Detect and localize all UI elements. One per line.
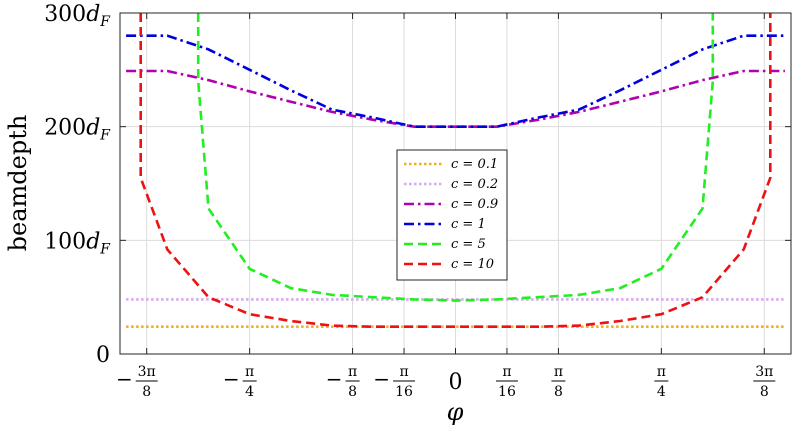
x-tick-text: 0	[449, 370, 463, 395]
x-tick-label: − π 8	[326, 364, 360, 400]
x-tick-denominator: 4	[657, 384, 666, 400]
legend-label: c = 0.2	[451, 177, 498, 192]
y-tick-label: 0	[96, 343, 110, 368]
x-tick-sign: −	[326, 367, 343, 391]
x-tick-numerator: π	[502, 364, 511, 380]
series-line-6	[139, 13, 772, 329]
x-tick-label: − π 4	[223, 364, 257, 400]
x-tick-label: −3π 8	[116, 364, 158, 400]
x-tick-label: π8	[551, 364, 566, 400]
series-line-5	[196, 13, 715, 302]
x-tick-sign: −	[116, 367, 133, 391]
x-tick-denominator: 8	[142, 384, 151, 400]
legend-entry: c = 0.2	[404, 177, 498, 192]
y-tick-label: 100dF	[44, 229, 111, 257]
x-tick-label: π4	[654, 364, 669, 400]
x-tick-denominator: 4	[245, 384, 254, 400]
ticks	[120, 12, 791, 355]
x-tick-denominator: 8	[760, 384, 769, 400]
y-tick-labels: 0 100dF 200dF 300dF	[44, 2, 111, 368]
x-tick-denominator: 8	[554, 384, 563, 400]
x-tick-numerator: 3π	[755, 364, 773, 380]
legend-box	[396, 149, 508, 281]
x-tick-label: 3π8	[753, 364, 776, 400]
x-tick-numerator: π	[554, 364, 563, 380]
x-tick-denominator: 8	[348, 384, 357, 400]
legend-label: c = 0.1	[451, 157, 498, 172]
x-tick-numerator: 3π	[138, 364, 156, 380]
x-tick-label: 0	[449, 370, 463, 395]
legend-label: c = 5	[451, 237, 486, 252]
legend-label: c = 1	[451, 217, 486, 232]
legend-entry: c = 5	[404, 237, 486, 252]
series-line-4	[126, 34, 785, 128]
y-tick-label: 300dF	[44, 2, 111, 30]
x-tick-sign: −	[373, 367, 390, 391]
legend-entry: c = 1	[404, 217, 486, 232]
x-tick-denominator: 16	[498, 384, 516, 400]
series-layer	[126, 13, 785, 329]
x-tick-numerator: π	[245, 364, 254, 380]
x-axis-label: φ	[447, 398, 464, 426]
x-tick-label: π 16	[495, 364, 518, 400]
series-line-3	[126, 69, 785, 128]
y-tick-label: 200dF	[44, 116, 111, 144]
y-axis-label: beamdepth	[4, 115, 32, 252]
x-tick-label: − π 16	[373, 364, 416, 400]
legend: c = 0.1 c = 0.2 c = 0.9 c = 1 c = 5 c = 10	[396, 149, 508, 281]
legend-entry: c = 10	[404, 257, 494, 272]
x-tick-numerator: π	[348, 364, 357, 380]
legend-entry: c = 0.9	[404, 197, 498, 212]
legend-entry: c = 0.1	[404, 157, 498, 172]
legend-label: c = 0.9	[451, 197, 498, 212]
x-tick-denominator: 16	[395, 384, 413, 400]
legend-label: c = 10	[451, 257, 494, 272]
x-tick-numerator: π	[399, 364, 408, 380]
x-tick-sign: −	[223, 367, 240, 391]
x-tick-numerator: π	[657, 364, 666, 380]
